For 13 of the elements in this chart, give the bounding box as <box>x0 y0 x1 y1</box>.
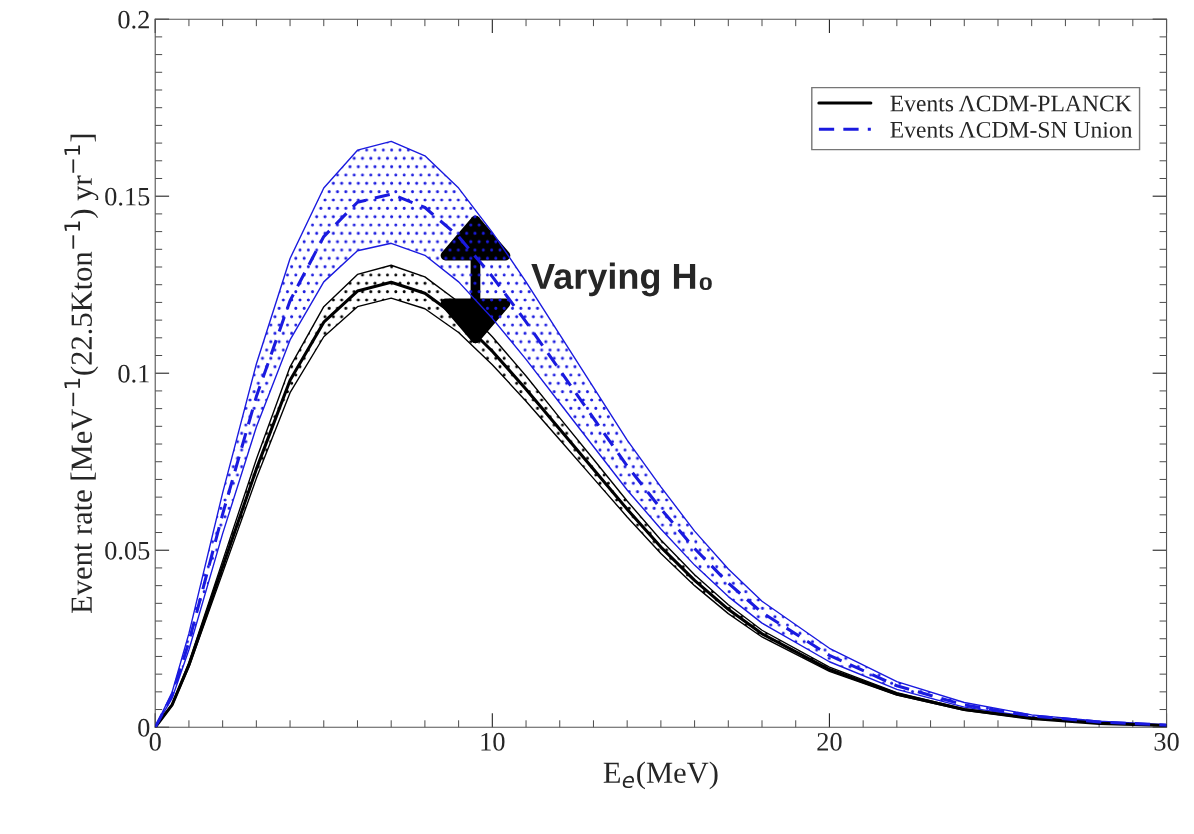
legend-label: Events ΛCDM-PLANCK <box>890 95 1132 112</box>
y-axis-title: Event rate [MeV$^{−1}$(22.5Kton$^{−1}$) yr$^{−1}$] <box>64 134 99 614</box>
y-tick-label: 0.15 <box>105 187 150 206</box>
y-tick-label: 0.1 <box>118 364 149 383</box>
y-tick-label: 0.2 <box>118 10 149 29</box>
legend-label: Events ΛCDM-SN Union <box>890 121 1133 138</box>
x-tick-label: 20 <box>817 732 842 751</box>
annotation: Varying H₀ <box>531 262 712 297</box>
y-tick-label: 0 <box>138 718 150 737</box>
x-axis-title: E$_{e}$(MeV) <box>603 761 718 790</box>
x-tick-label: 30 <box>1154 732 1179 751</box>
y-tick-label: 0.05 <box>105 541 150 560</box>
x-tick-label: 10 <box>481 732 505 751</box>
